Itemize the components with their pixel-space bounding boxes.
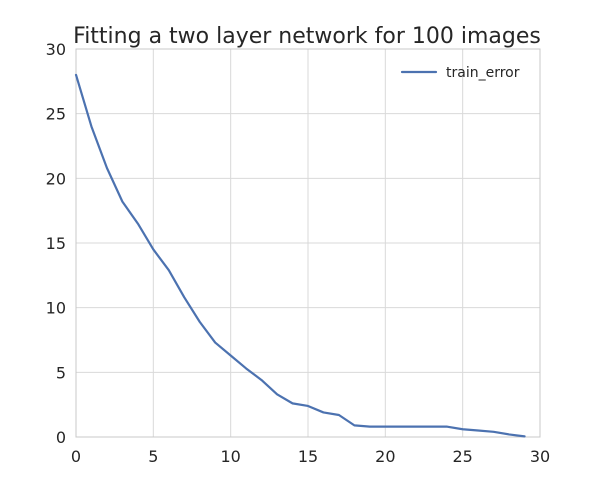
x-tick-label: 0: [71, 447, 81, 466]
y-tick-label: 0: [56, 428, 66, 447]
grid-layer: [76, 49, 540, 437]
chart-title: Fitting a two layer network for 100 imag…: [73, 24, 541, 49]
y-tick-label: 25: [46, 105, 66, 124]
x-tick-label: 5: [148, 447, 158, 466]
y-tick-label: 20: [46, 169, 66, 188]
x-tick-label: 20: [375, 447, 395, 466]
y-tick-label: 15: [46, 234, 66, 253]
x-tick-label: 25: [452, 447, 472, 466]
y-tick-label: 10: [46, 299, 66, 318]
x-tick-label: 10: [220, 447, 240, 466]
y-tick-label: 30: [46, 40, 66, 59]
x-tick-label: 15: [298, 447, 318, 466]
x-tick-label: 30: [530, 447, 550, 466]
y-tick-label: 5: [56, 363, 66, 382]
legend-label-train-error: train_error: [446, 65, 520, 81]
